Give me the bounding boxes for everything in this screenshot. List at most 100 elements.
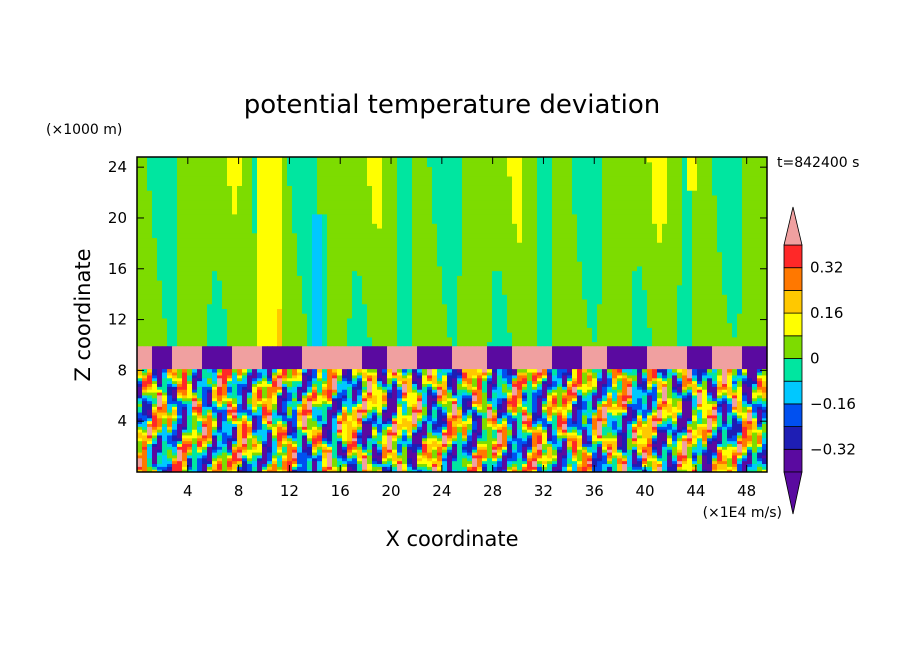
field-cell <box>542 261 548 267</box>
field-cell <box>252 270 258 276</box>
field-cell <box>232 261 238 267</box>
field-cell <box>167 317 173 324</box>
field-cell <box>207 199 213 205</box>
field-cell <box>302 303 308 310</box>
field-cell <box>752 256 758 262</box>
field-cell <box>157 157 163 163</box>
field-cell <box>287 303 293 310</box>
field-cell <box>527 332 533 338</box>
field-cell <box>162 232 168 239</box>
field-cell <box>407 289 413 295</box>
field-cell <box>502 242 508 248</box>
field-cell <box>492 303 498 310</box>
field-cell <box>697 251 703 257</box>
field-cell <box>517 313 523 319</box>
field-cell <box>487 284 493 291</box>
field-cell <box>637 317 643 324</box>
field-cell <box>402 161 408 168</box>
field-cell <box>562 242 568 248</box>
field-cell <box>382 213 388 220</box>
field-cell <box>317 322 323 328</box>
field-cell <box>462 157 468 163</box>
field-cell <box>657 308 663 314</box>
field-cell <box>562 227 568 234</box>
field-cell <box>257 327 263 333</box>
field-cell <box>467 289 473 295</box>
field-cell <box>227 166 233 172</box>
field-cell <box>192 308 198 314</box>
field-cell <box>402 175 408 182</box>
field-cell <box>467 261 473 267</box>
field-cell <box>732 275 738 281</box>
field-cell <box>412 341 418 347</box>
field-cell <box>422 199 428 205</box>
field-cell <box>687 332 693 338</box>
field-cell <box>287 294 293 300</box>
field-cell <box>547 157 553 163</box>
field-cell <box>297 232 303 239</box>
field-cell <box>142 341 148 347</box>
field-cell <box>222 265 228 272</box>
field-cell <box>667 161 673 168</box>
field-cell <box>627 204 633 210</box>
field-cell <box>247 209 253 215</box>
field-cell <box>547 303 553 310</box>
field-cell <box>467 171 473 177</box>
field-cell <box>422 298 428 305</box>
field-cell <box>567 284 573 291</box>
field-cell <box>137 341 143 347</box>
field-cell <box>532 275 538 281</box>
field-cell <box>277 341 283 347</box>
field-cell <box>747 284 753 291</box>
field-cell <box>617 270 623 276</box>
field-cell <box>142 175 148 182</box>
field-cell <box>557 157 563 163</box>
field-cell <box>522 322 528 328</box>
field-cell <box>542 256 548 262</box>
field-cell <box>672 275 678 281</box>
field-cell <box>687 218 693 224</box>
field-cell <box>262 171 268 177</box>
field-cell <box>247 270 253 276</box>
field-cell <box>397 322 403 328</box>
field-cell <box>712 242 718 248</box>
field-cell <box>197 199 203 205</box>
field-cell <box>297 284 303 291</box>
field-cell <box>307 332 313 338</box>
field-cell <box>612 298 618 305</box>
field-cell <box>637 294 643 300</box>
field-cell <box>427 256 433 262</box>
field-cell <box>377 218 383 224</box>
field-cell <box>167 175 173 182</box>
field-cell <box>157 223 163 229</box>
field-cell <box>517 213 523 220</box>
field-cell <box>617 341 623 347</box>
field-cell <box>452 194 458 201</box>
field-cell <box>532 157 538 163</box>
field-cell <box>747 190 753 196</box>
field-cell <box>152 180 158 186</box>
field-cell <box>427 275 433 281</box>
field-cell <box>592 289 598 295</box>
chart-title: potential temperature deviation <box>244 90 660 120</box>
field-cell <box>482 317 488 324</box>
field-cell <box>142 161 148 168</box>
field-cell <box>422 327 428 333</box>
field-cell <box>392 218 398 224</box>
field-cell <box>422 246 428 253</box>
field-cell <box>282 227 288 234</box>
field-cell <box>632 194 638 201</box>
field-cell <box>507 218 513 224</box>
field-cell <box>717 246 723 253</box>
field-cell <box>417 232 423 239</box>
field-cell <box>212 284 218 291</box>
field-cell <box>752 313 758 319</box>
field-cell <box>472 194 478 201</box>
field-cell <box>177 336 183 343</box>
field-cell <box>657 322 663 328</box>
field-cell <box>227 190 233 196</box>
field-cell <box>317 232 323 239</box>
field-cell <box>482 327 488 333</box>
field-cell <box>242 327 248 333</box>
field-cell <box>647 204 653 210</box>
